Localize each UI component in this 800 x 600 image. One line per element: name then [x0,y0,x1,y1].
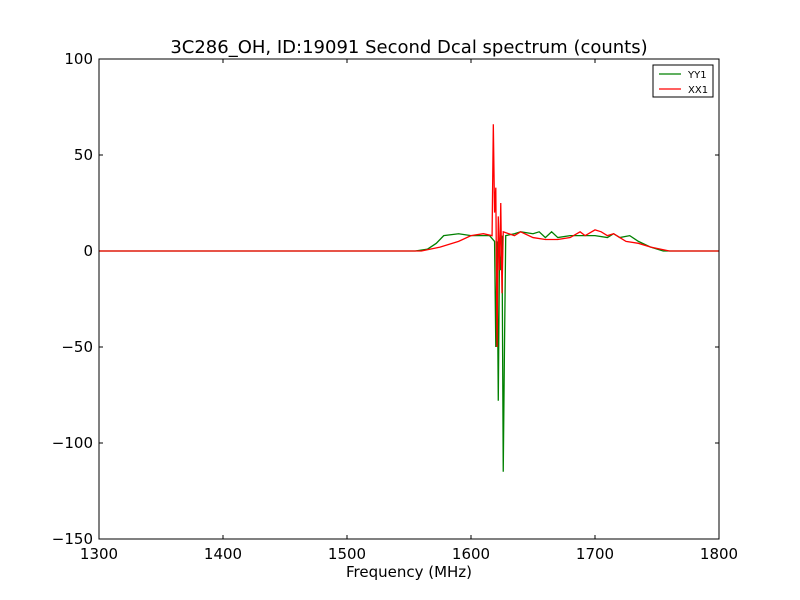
x-tick-label: 1400 [204,545,242,563]
y-tick-label: 50 [74,146,93,164]
x-tick-label: 1300 [80,545,118,563]
x-axis-label: Frequency (MHz) [346,563,472,581]
legend-label: XX1 [688,85,708,96]
x-tick-label: 1800 [700,545,738,563]
legend-label: YY1 [687,70,707,81]
x-tick-label: 1500 [328,545,366,563]
y-tick-label: −100 [52,434,93,452]
x-tick-label: 1600 [452,545,490,563]
plot-frame [98,58,720,540]
series-line-yy1 [99,230,719,472]
chart-title: 3C286_OH, ID:19091 Second Dcal spectrum … [170,37,647,58]
legend-box [652,64,714,98]
x-tick-label: 1700 [576,545,614,563]
y-tick-label: −150 [52,530,93,548]
y-tick-label: 0 [83,242,93,260]
y-tick-label: −50 [61,338,93,356]
y-tick-label: 100 [64,50,93,68]
series-line-xx1 [99,124,719,348]
